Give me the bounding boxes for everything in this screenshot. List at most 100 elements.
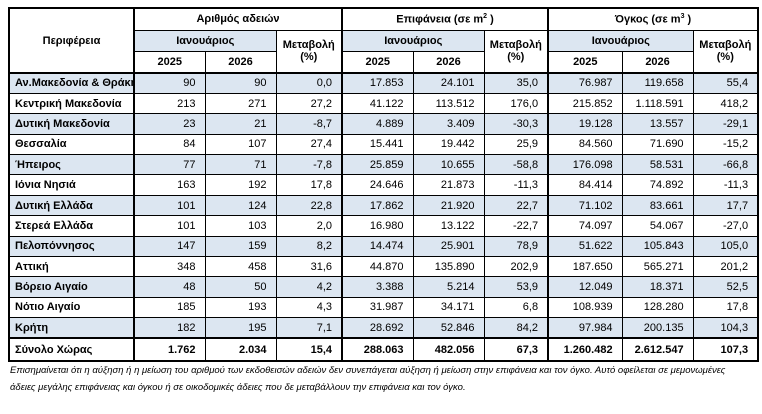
value-cell: 34.171 (412, 296, 485, 319)
value-cell: 90 (133, 71, 206, 94)
total-row: Σύνολο Χώρας 1.762 2.034 15,4 288.063 482.056… (8, 337, 759, 362)
value-cell: 113.512 (412, 92, 485, 115)
value-cell: 31.987 (341, 296, 414, 319)
year-header-cell-1-2026: 2026 (412, 50, 485, 74)
value-cell: 2.034 (204, 337, 277, 362)
region-cell: Νότιο Αιγαίο (8, 296, 135, 319)
value-cell: 44.870 (341, 256, 414, 278)
change-header-cell-0: Μεταβολή (%) (275, 29, 343, 74)
header-row-years: 2025 2026 2025 2026 2025 2026 (9, 50, 758, 74)
value-cell: 4,2 (275, 276, 343, 298)
value-cell: 187.650 (547, 256, 623, 278)
value-cell: 4,3 (275, 296, 343, 319)
value-cell: 19.442 (412, 133, 485, 156)
value-cell: 128.280 (621, 296, 694, 319)
value-cell: 482.056 (412, 337, 485, 362)
value-cell: 19.128 (547, 113, 623, 135)
value-cell: 13.122 (412, 215, 485, 237)
region-cell: Αν.Μακεδονία & Θράκη (8, 71, 135, 94)
region-cell: Πελοπόννησος (8, 235, 135, 258)
value-cell: 27,4 (275, 133, 343, 156)
header-row-groups: Περιφέρεια Αριθμός αδειών Επιφάνεια (σε m2… (8, 7, 759, 74)
value-cell: 25.901 (412, 235, 485, 258)
value-cell: 21.920 (412, 194, 485, 217)
value-cell: 105,0 (692, 235, 759, 258)
value-cell: 74.892 (621, 174, 694, 196)
value-cell: 76.987 (547, 71, 623, 94)
value-cell: 2.612.547 (621, 337, 694, 362)
region-cell: Δυτική Ελλάδα (8, 194, 135, 217)
value-cell: 107,3 (692, 337, 759, 362)
table-row: Στερεά Ελλάδα 101 103 2,0 16.980 13.122 -22,7 7… (8, 215, 759, 237)
value-cell: 1.260.482 (547, 337, 623, 362)
value-cell: 48 (133, 276, 206, 298)
value-cell: 108.939 (547, 296, 623, 319)
value-cell: 13.557 (621, 113, 694, 135)
group-title-cell-1: Επιφάνεια (σε m2 ) (341, 7, 549, 31)
value-cell: 213 (133, 92, 206, 115)
change-header-cell-2: Μεταβολή (%) (692, 29, 759, 74)
value-cell: 124 (204, 194, 277, 217)
value-cell: -8,7 (275, 113, 343, 135)
month-header-cell-2: Ιανουάριος (547, 29, 694, 52)
value-cell: 22,8 (275, 194, 343, 217)
value-cell: 201,2 (692, 256, 759, 278)
group-title-cell-0: Αριθμός αδειών (132, 7, 343, 31)
year-header-cell-2-2025: 2025 (547, 50, 623, 74)
value-cell: 58.531 (621, 154, 694, 176)
table-row: Πελοπόννησος 147 159 8,2 14.474 25.901 78,9 51.… (8, 235, 759, 258)
value-cell: 84 (133, 133, 206, 156)
value-cell: 135.890 (412, 256, 485, 278)
value-cell: 176,0 (483, 92, 549, 115)
value-cell: 4.889 (341, 113, 414, 135)
month-header-cell-0: Ιανουάριος (133, 29, 277, 52)
year-header-cell-0-2026: 2026 (204, 50, 277, 74)
value-cell: 23 (133, 113, 206, 135)
region-cell: Ήπειρος (8, 154, 135, 176)
value-cell: 2,0 (275, 215, 343, 237)
value-cell: 17,8 (275, 174, 343, 196)
value-cell: -15,2 (692, 133, 759, 156)
value-cell: -27,0 (692, 215, 759, 237)
month-header-cell-1: Ιανουάριος (341, 29, 485, 52)
region-cell: Στερεά Ελλάδα (8, 215, 135, 237)
value-cell: -11,3 (692, 174, 759, 196)
region-cell: Ιόνια Νησιά (8, 174, 135, 196)
value-cell: 17,8 (692, 296, 759, 319)
value-cell: -11,3 (483, 174, 549, 196)
table-row: Αν.Μακεδονία & Θράκη 90 90 0,0 17.853 24.101 3… (8, 71, 759, 94)
region-cell: Κεντρική Μακεδονία (8, 92, 135, 115)
value-cell: 17.862 (341, 194, 414, 217)
header-row-month: Ιανουάριος Μεταβολή (%) Ιανουάριος Μεταβολή(… (9, 29, 759, 74)
value-cell: 27,2 (275, 92, 343, 115)
value-cell: 21 (204, 113, 277, 135)
value-cell: 104,3 (692, 317, 759, 339)
value-cell: 16.980 (341, 215, 414, 237)
value-cell: 17.853 (341, 71, 414, 94)
table-row: Αττική 348 458 31,6 44.870 135.890 202,9 187.65… (8, 256, 759, 278)
value-cell: 14.474 (341, 235, 414, 258)
value-cell: 288.063 (341, 337, 414, 362)
value-cell: 107 (204, 133, 277, 156)
value-cell: 83.661 (621, 194, 694, 217)
region-cell: Βόρειο Αιγαίο (8, 276, 135, 298)
value-cell: 97.984 (547, 317, 623, 339)
value-cell: -22,7 (483, 215, 549, 237)
value-cell: 101 (133, 194, 206, 217)
value-cell: 67,3 (483, 337, 549, 362)
value-cell: 24.646 (341, 174, 414, 196)
value-cell: 101 (133, 215, 206, 237)
value-cell: 52,5 (692, 276, 759, 298)
value-cell: 119.658 (621, 71, 694, 94)
value-cell: 348 (133, 256, 206, 278)
value-cell: 193 (204, 296, 277, 319)
value-cell: 182 (133, 317, 206, 339)
value-cell: 21.873 (412, 174, 485, 196)
value-cell: 41.122 (341, 92, 414, 115)
value-cell: 185 (133, 296, 206, 319)
table-row: Δυτική Ελλάδα 101 124 22,8 17.862 21.920 22,7 7… (8, 194, 759, 217)
year-header-cell-0-2025: 2025 (133, 50, 206, 74)
value-cell: 71.690 (621, 133, 694, 156)
table-row: Δυτική Μακεδονία 23 21 -8,7 4.889 3.409 -30,3 1… (8, 113, 759, 135)
